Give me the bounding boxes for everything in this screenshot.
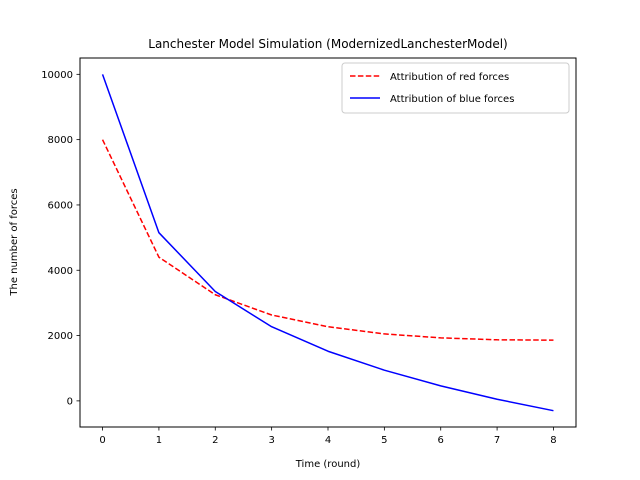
legend-box <box>341 62 570 114</box>
x-axis-ticks: 0 1 2 3 4 5 6 7 8 <box>99 427 557 446</box>
y-axis-label: The number of forces <box>9 188 20 296</box>
legend-label-blue: Attribution of blue forces <box>390 94 514 105</box>
x-tick-label: 0 <box>99 435 105 446</box>
x-axis-label: Time (round) <box>295 459 361 470</box>
y-tick-label: 6000 <box>48 200 73 211</box>
x-tick-label: 1 <box>156 435 162 446</box>
x-tick-label: 6 <box>438 435 444 446</box>
plot-lines <box>101 74 554 412</box>
legend-label-red: Attribution of red forces <box>390 72 509 83</box>
chart-title: Lanchester Model Simulation (ModernizedL… <box>148 37 507 51</box>
y-tick-label: 10000 <box>41 70 73 81</box>
y-tick-label: 2000 <box>48 331 73 342</box>
y-tick-label: 8000 <box>48 135 73 146</box>
x-tick-label: 3 <box>268 435 274 446</box>
x-tick-label: 5 <box>381 435 387 446</box>
series-line-blue <box>101 74 554 412</box>
x-tick-label: 4 <box>325 435 331 446</box>
series-line-red <box>101 139 554 341</box>
x-tick-label: 2 <box>212 435 218 446</box>
y-axis-ticks: 0 2000 4000 6000 8000 10000 <box>41 70 80 407</box>
legend: Attribution of red forces Attribution of… <box>341 62 570 114</box>
y-tick-label: 0 <box>67 396 73 407</box>
y-tick-label: 4000 <box>48 266 73 277</box>
x-tick-label: 7 <box>494 435 500 446</box>
x-tick-label: 8 <box>550 435 556 446</box>
